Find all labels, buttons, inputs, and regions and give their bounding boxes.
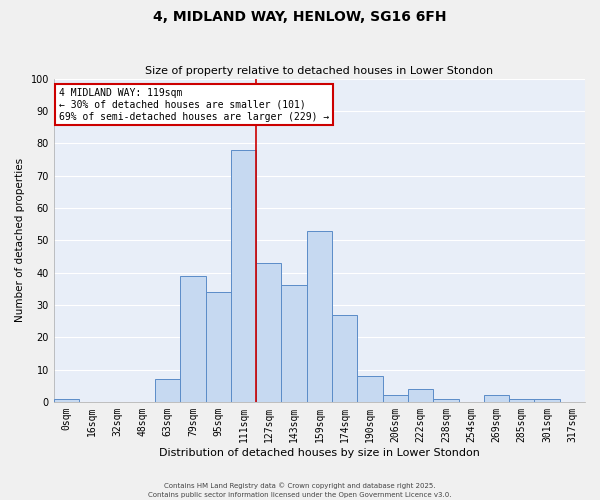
Bar [307,230,332,402]
Text: 4 MIDLAND WAY: 119sqm
← 30% of detached houses are smaller (101)
69% of semi-det: 4 MIDLAND WAY: 119sqm ← 30% of detached … [59,88,329,122]
Bar [256,263,281,402]
Bar [509,398,535,402]
Bar [358,376,383,402]
Bar [180,276,206,402]
Bar [155,379,180,402]
Bar [484,396,509,402]
Bar [383,396,408,402]
Bar [535,398,560,402]
Bar [433,398,458,402]
Text: 4, MIDLAND WAY, HENLOW, SG16 6FH: 4, MIDLAND WAY, HENLOW, SG16 6FH [153,10,447,24]
Title: Size of property relative to detached houses in Lower Stondon: Size of property relative to detached ho… [145,66,493,76]
Bar [206,292,231,402]
Text: Contains HM Land Registry data © Crown copyright and database right 2025.: Contains HM Land Registry data © Crown c… [164,482,436,489]
Bar [408,389,433,402]
Bar [281,286,307,402]
X-axis label: Distribution of detached houses by size in Lower Stondon: Distribution of detached houses by size … [159,448,480,458]
Bar [231,150,256,402]
Bar [54,398,79,402]
Text: Contains public sector information licensed under the Open Government Licence v3: Contains public sector information licen… [148,492,452,498]
Bar [332,314,358,402]
Y-axis label: Number of detached properties: Number of detached properties [15,158,25,322]
